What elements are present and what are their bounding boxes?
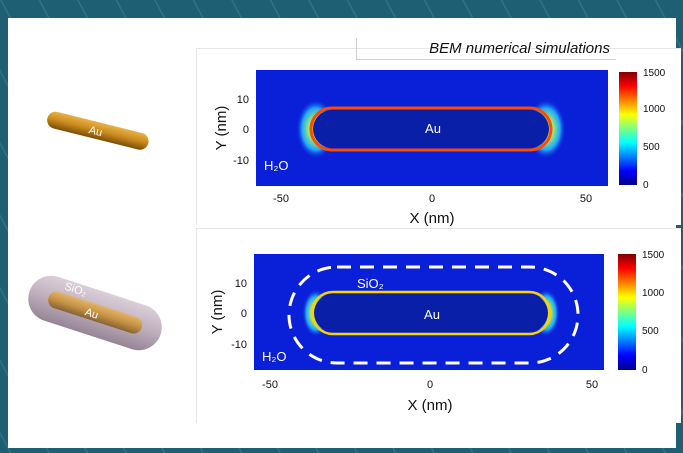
bottom-field-map: Au SiO₂ H₂O bbox=[254, 254, 604, 370]
top-rod-label: Au bbox=[425, 121, 441, 136]
bottom-colorbar-tick: 1000 bbox=[642, 288, 665, 299]
bottom-y-axis-label: Y (nm) bbox=[209, 290, 226, 335]
top-rod-interior bbox=[313, 110, 549, 148]
bottom-x-tick: 0 bbox=[427, 379, 433, 391]
top-medium-label: H₂O bbox=[264, 158, 289, 173]
bare-nanorod-illustration: Au bbox=[47, 111, 149, 150]
gold-nanorod-shape bbox=[47, 111, 149, 150]
bottom-shell-label: SiO₂ bbox=[357, 276, 384, 291]
bottom-y-tick: 10 bbox=[235, 278, 247, 290]
bottom-x-axis-label: X (nm) bbox=[408, 397, 453, 414]
bottom-x-tick: -50 bbox=[262, 379, 278, 391]
bottom-colorbar bbox=[618, 254, 636, 370]
section-title: BEM numerical simulations bbox=[356, 38, 616, 60]
top-x-axis-label: X (nm) bbox=[410, 210, 455, 227]
top-y-tick: -10 bbox=[233, 155, 249, 167]
bottom-colorbar-tick: 500 bbox=[642, 326, 659, 337]
top-colorbar-tick: 1000 bbox=[643, 104, 666, 115]
silica-shell-outline bbox=[287, 265, 580, 365]
bottom-y-tick: 0 bbox=[241, 308, 247, 320]
bottom-medium-label: H₂O bbox=[262, 349, 287, 364]
top-colorbar-tick: 500 bbox=[643, 142, 660, 153]
top-rod-edge bbox=[309, 106, 553, 152]
bottom-rod-label: Au bbox=[424, 307, 440, 322]
top-y-tick: 10 bbox=[237, 94, 249, 106]
bottom-y-tick: -10 bbox=[231, 339, 247, 351]
top-y-tick: 0 bbox=[243, 124, 249, 136]
bottom-colorbar-tick: 1500 bbox=[642, 250, 665, 261]
bottom-rod-edge bbox=[310, 290, 552, 336]
top-field-map: Au H₂O bbox=[256, 70, 608, 186]
top-x-tick: 50 bbox=[580, 193, 592, 205]
top-colorbar bbox=[619, 72, 637, 185]
top-x-tick: 0 bbox=[429, 193, 435, 205]
coated-gold-core-shape bbox=[48, 291, 143, 334]
bottom-colorbar-tick: 0 bbox=[642, 365, 648, 376]
coated-rod-label: Au bbox=[83, 306, 100, 322]
top-y-axis-label: Y (nm) bbox=[213, 106, 230, 151]
bottom-rod-interior bbox=[314, 294, 548, 332]
top-x-tick: -50 bbox=[273, 193, 289, 205]
bare-rod-label: Au bbox=[88, 124, 104, 139]
top-colorbar-tick: 1500 bbox=[643, 68, 666, 79]
bottom-x-tick: 50 bbox=[586, 379, 598, 391]
coated-nanorod-illustration: SiO₂ Au bbox=[28, 275, 162, 351]
top-colorbar-tick: 0 bbox=[643, 180, 649, 191]
